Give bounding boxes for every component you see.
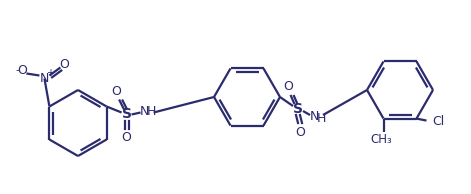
Text: -: - xyxy=(16,66,19,75)
Text: S: S xyxy=(293,102,303,116)
Text: O: O xyxy=(59,58,69,71)
Text: H: H xyxy=(147,105,156,118)
Text: O: O xyxy=(112,85,122,98)
Text: S: S xyxy=(122,107,131,121)
Text: CH₃: CH₃ xyxy=(371,133,392,146)
Text: H: H xyxy=(317,112,325,125)
Text: N: N xyxy=(140,105,149,118)
Text: O: O xyxy=(295,126,305,139)
Text: O: O xyxy=(122,131,131,144)
Text: N: N xyxy=(40,72,49,85)
Text: Cl: Cl xyxy=(432,115,445,128)
Text: N: N xyxy=(309,109,319,122)
Text: +: + xyxy=(47,68,55,79)
Text: O: O xyxy=(283,81,293,94)
Text: O: O xyxy=(17,64,27,77)
